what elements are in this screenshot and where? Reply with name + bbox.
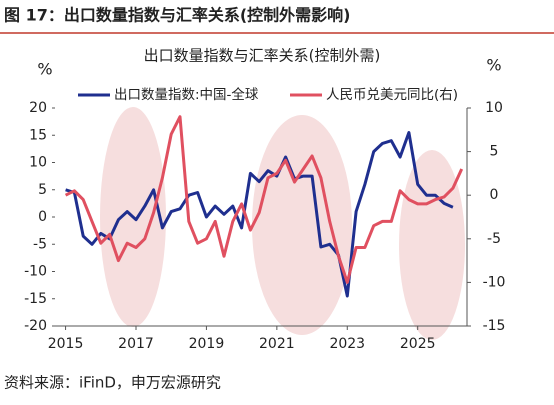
header-title: 图 17：出口数量指数与汇率关系(控制外需影响) <box>4 6 350 25</box>
y-tick-label: 20 <box>29 100 47 116</box>
y-tick-label: 10 <box>29 155 47 171</box>
series-line <box>65 131 454 298</box>
y-tick-label: 0 <box>38 209 47 225</box>
y-tick-label: 15 <box>29 127 47 143</box>
chart-title: 出口数量指数与汇率关系(控制外需) <box>144 47 381 65</box>
x-tick-label: 2025 <box>400 336 436 352</box>
series-line <box>64 115 464 284</box>
y-tick-label: -5 <box>33 236 47 252</box>
legend-label: 出口数量指数:中国-全球 <box>114 86 259 103</box>
x-tick-label: 2023 <box>329 336 365 352</box>
shade <box>399 150 465 340</box>
source: 资料来源：iFinD，申万宏源研究 <box>4 374 221 392</box>
y2-tick-label: 10 <box>485 100 503 116</box>
y-tick-label: -20 <box>24 318 47 334</box>
y2-tick-label: -10 <box>483 274 506 290</box>
y2-tick-label: -5 <box>487 231 501 247</box>
shade <box>252 115 352 335</box>
y2-tick-label: 5 <box>490 144 499 160</box>
x-tick-label: 2015 <box>48 336 84 352</box>
x-tick-label: 2021 <box>259 336 295 352</box>
y-label: % <box>37 60 52 79</box>
legend-label: 人民币兑美元同比(右) <box>326 87 458 103</box>
x-tick-label: 2019 <box>189 336 225 352</box>
x-tick-label: 2017 <box>118 336 154 352</box>
y-tick-label: -15 <box>24 291 47 307</box>
y2-tick-label: 0 <box>490 187 499 203</box>
y-tick-label: 5 <box>38 182 47 198</box>
y-tick-label: -10 <box>24 264 47 280</box>
y2-label: % <box>486 56 501 75</box>
y2-tick-label: -15 <box>483 318 506 334</box>
